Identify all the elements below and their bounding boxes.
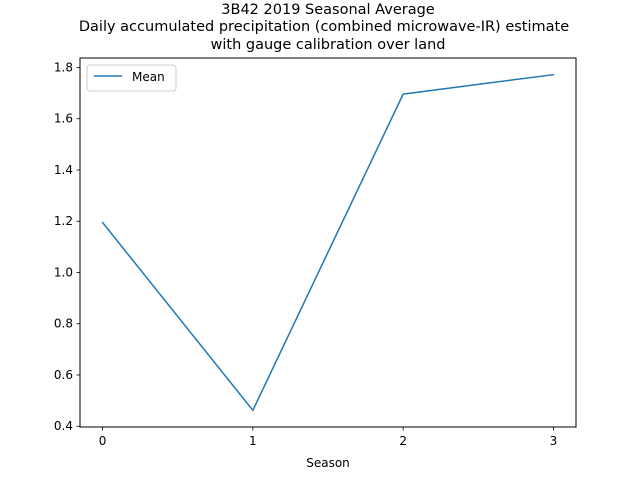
chart-title: 3B42 2019 Seasonal Average Daily accumul… [79,2,569,53]
series-line-mean [101,73,555,412]
chart-title-line-3: with gauge calibration over land [211,37,446,53]
chart-title-line-1: 3B42 2019 Seasonal Average [221,2,435,18]
y-tick-label: 1.2 [54,214,73,228]
legend: Mean [86,64,177,92]
x-axis-label: Season [306,456,350,470]
y-tick-label: 0.4 [54,419,73,433]
legend-label: Mean [132,70,165,84]
plot-frame [79,57,577,428]
legend-box [86,64,177,92]
series-lines [101,73,555,412]
x-tick-label: 1 [249,434,257,448]
y-tick-label: 0.6 [54,368,73,382]
y-tick-label: 1.8 [54,60,73,74]
y-tick-label: 0.8 [54,317,73,331]
chart-title-line-2: Daily accumulated precipitation (combine… [79,19,569,35]
y-tick-label: 1.0 [54,265,73,279]
x-tick-label: 0 [99,434,107,448]
y-axis-ticks: 0.4 0.6 0.8 1.0 1.2 1.4 1.6 1.8 [54,60,80,433]
x-tick-label: 3 [550,434,558,448]
y-tick-label: 1.6 [54,112,73,126]
plot-area: 0 1 2 3 0.4 0.6 0.8 1.0 1.2 1.4 1.6 1.8 [54,57,577,448]
x-axis-ticks: 0 1 2 3 [99,427,558,448]
x-tick-label: 2 [399,434,407,448]
y-tick-label: 1.4 [54,163,73,177]
